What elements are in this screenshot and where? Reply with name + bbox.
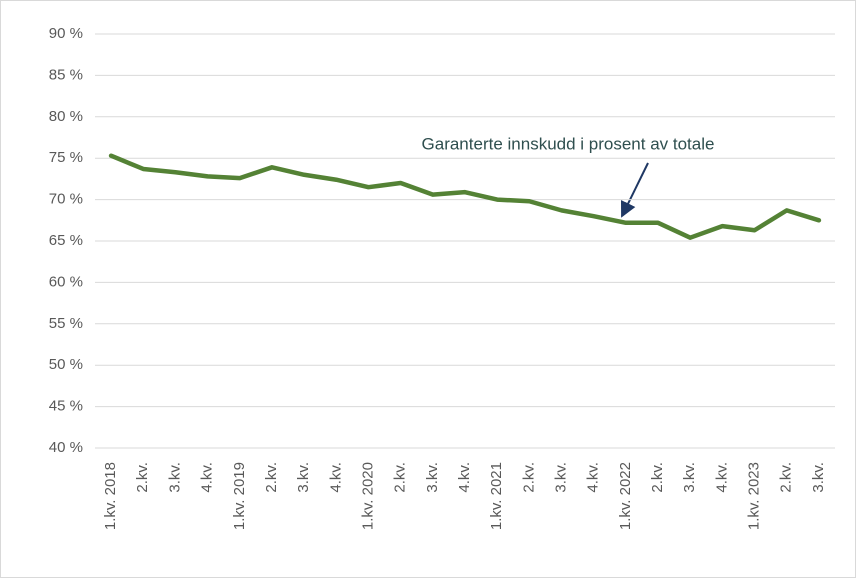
y-tick-label: 45 % bbox=[49, 398, 83, 415]
x-tick-label: 2.kv. bbox=[263, 462, 280, 493]
y-tick-label: 75 % bbox=[49, 149, 83, 166]
y-tick-label: 85 % bbox=[49, 66, 83, 83]
annotation-arrow bbox=[620, 162, 649, 218]
x-tick-label: 2.kv. bbox=[649, 462, 666, 493]
x-tick-label: 1.kv. 2020 bbox=[359, 462, 376, 530]
x-tick-label: 1.kv. 2022 bbox=[617, 462, 634, 530]
x-tick-label: 3.kv. bbox=[681, 462, 698, 493]
y-tick-label: 60 % bbox=[49, 273, 83, 290]
x-tick-label: 4.kv. bbox=[456, 462, 473, 493]
x-tick-label: 2.kv. bbox=[520, 462, 537, 493]
x-tick-label: 3.kv. bbox=[295, 462, 312, 493]
y-tick-label: 55 % bbox=[49, 315, 83, 332]
x-tick-label: 3.kv. bbox=[810, 462, 827, 493]
x-tick-label: 4.kv. bbox=[327, 462, 344, 493]
y-tick-label: 90 % bbox=[49, 25, 83, 42]
x-tick-label: 1.kv. 2018 bbox=[102, 462, 119, 530]
x-tick-label: 4.kv. bbox=[713, 462, 730, 493]
x-tick-label: 3.kv. bbox=[424, 462, 441, 493]
y-tick-label: 65 % bbox=[49, 232, 83, 249]
data-line bbox=[108, 153, 822, 240]
x-tick-label: 3.kv. bbox=[166, 462, 183, 493]
x-tick-label: 2.kv. bbox=[134, 462, 151, 493]
x-tick-label: 1.kv. 2019 bbox=[231, 462, 248, 530]
x-tick-label: 4.kv. bbox=[199, 462, 216, 493]
y-tick-label: 40 % bbox=[49, 439, 83, 456]
y-tick-label: 50 % bbox=[49, 356, 83, 373]
y-tick-label: 70 % bbox=[49, 191, 83, 208]
x-tick-label: 4.kv. bbox=[585, 462, 602, 493]
x-tick-label: 1.kv. 2023 bbox=[746, 462, 763, 530]
x-tick-label: 1.kv. 2021 bbox=[488, 462, 505, 530]
y-tick-label: 80 % bbox=[49, 108, 83, 125]
annotation: Garanterte innskudd i prosent av totale bbox=[422, 134, 715, 153]
x-tick-label: 2.kv. bbox=[392, 462, 409, 493]
x-tick-label: 2.kv. bbox=[778, 462, 795, 493]
x-tick-label: 3.kv. bbox=[552, 462, 569, 493]
